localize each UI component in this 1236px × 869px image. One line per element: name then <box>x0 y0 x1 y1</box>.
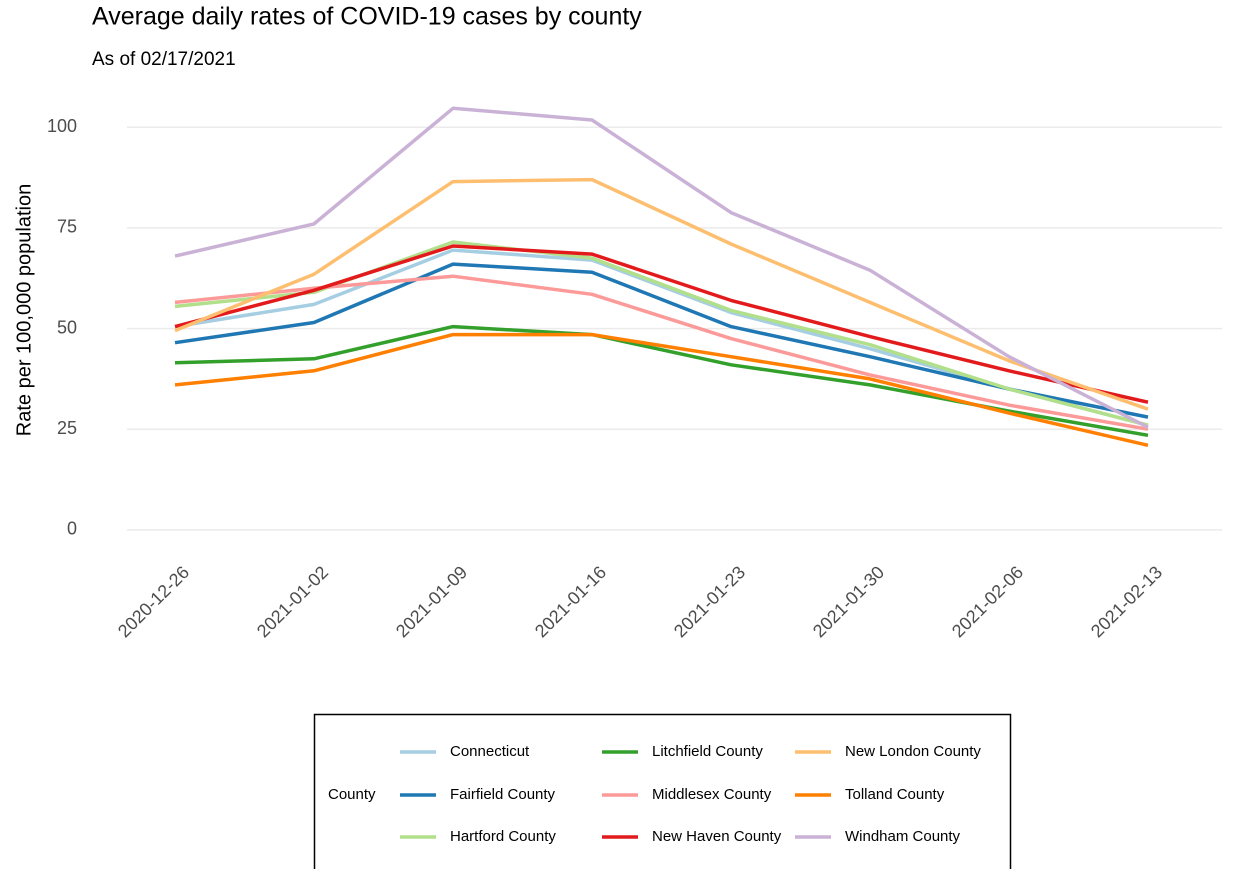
legend-label: New London County <box>845 743 981 760</box>
x-tick-label: 2021-01-23 <box>670 562 749 641</box>
legend-label: Middlesex County <box>652 786 772 803</box>
legend-label: Windham County <box>845 828 961 845</box>
x-tick-label: 2021-02-06 <box>948 562 1027 641</box>
legend-title: County <box>328 786 376 803</box>
x-tick-label: 2021-01-30 <box>809 562 888 641</box>
legend-label: Connecticut <box>450 743 530 760</box>
legend-label: Hartford County <box>450 828 556 845</box>
legend-label: Tolland County <box>845 786 945 803</box>
series-line <box>174 262 1149 419</box>
x-tick-label: 2020-12-26 <box>114 562 193 641</box>
series-line <box>174 177 1149 411</box>
y-tick-label: 75 <box>57 217 77 237</box>
series-line <box>174 332 1149 448</box>
series-line <box>174 274 1149 431</box>
legend-box <box>313 713 1012 869</box>
legend-label: New Haven County <box>652 828 782 845</box>
series-line <box>174 244 1149 404</box>
x-tick-label: 2021-01-16 <box>531 562 610 641</box>
x-tick-label: 2021-01-09 <box>392 562 471 641</box>
y-tick-label: 25 <box>57 418 77 438</box>
y-tick-label: 100 <box>47 116 77 136</box>
legend-label: Litchfield County <box>652 743 763 760</box>
chart-subtitle: As of 02/17/2021 <box>92 49 236 70</box>
x-tick-label: 2021-02-13 <box>1087 562 1166 641</box>
series-line <box>174 106 1149 429</box>
legend-label: Fairfield County <box>450 786 556 803</box>
series-line <box>174 324 1149 438</box>
y-tick-label: 0 <box>67 519 77 539</box>
y-axis-label: Rate per 100,000 population <box>13 184 35 436</box>
y-tick-label: 50 <box>57 317 77 337</box>
chart-title: Average daily rates of COVID-19 cases by… <box>92 3 642 31</box>
x-tick-label: 2021-01-02 <box>253 562 332 641</box>
